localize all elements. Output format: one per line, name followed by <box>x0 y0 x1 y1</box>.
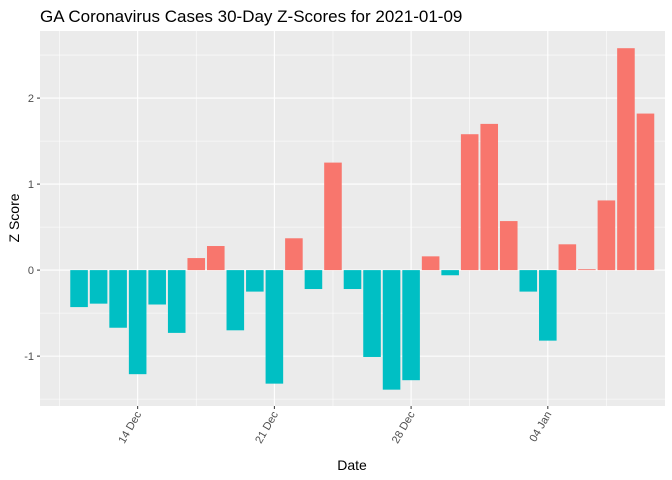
bar <box>441 270 459 276</box>
bars <box>70 48 655 390</box>
x-tick-label: 14 Dec <box>116 409 144 446</box>
bar <box>265 270 284 384</box>
bar <box>343 270 362 290</box>
y-axis: -1 0 1 2 <box>24 93 40 363</box>
bar <box>539 270 557 341</box>
bar <box>304 270 323 290</box>
bar <box>617 48 635 271</box>
bar <box>324 162 342 271</box>
x-tick-label: 04 Jan <box>528 410 555 445</box>
x-axis-title: Date <box>337 457 367 473</box>
bar <box>480 123 499 271</box>
bar <box>597 200 616 271</box>
bar <box>382 270 401 390</box>
bar <box>499 221 518 271</box>
bar <box>187 258 206 271</box>
y-tick-label: 2 <box>28 93 34 105</box>
bar <box>109 270 127 328</box>
y-tick-label: -1 <box>24 351 34 363</box>
bar <box>519 270 538 292</box>
bar <box>363 270 381 357</box>
x-axis: 14 Dec 21 Dec 28 Dec 04 Jan <box>116 406 554 446</box>
bar <box>226 270 245 331</box>
bar <box>285 238 303 271</box>
y-tick-label: 1 <box>28 179 34 191</box>
bar <box>402 270 420 381</box>
x-tick-label: 28 Dec <box>390 409 418 446</box>
y-tick-label: 0 <box>28 265 34 277</box>
bar <box>578 269 596 271</box>
y-axis-title: Z Score <box>6 193 22 242</box>
chart-title: GA Coronavirus Cases 30-Day Z-Scores for… <box>40 7 462 26</box>
bar <box>460 134 479 271</box>
bar <box>70 270 88 308</box>
bar <box>636 113 655 271</box>
bar <box>558 244 577 271</box>
bar <box>128 270 147 375</box>
bar <box>89 270 108 304</box>
bar <box>421 256 440 271</box>
bar <box>148 270 166 305</box>
bar <box>206 246 225 271</box>
bar <box>167 270 186 333</box>
bar <box>246 270 264 292</box>
x-tick-label: 21 Dec <box>253 409 281 446</box>
